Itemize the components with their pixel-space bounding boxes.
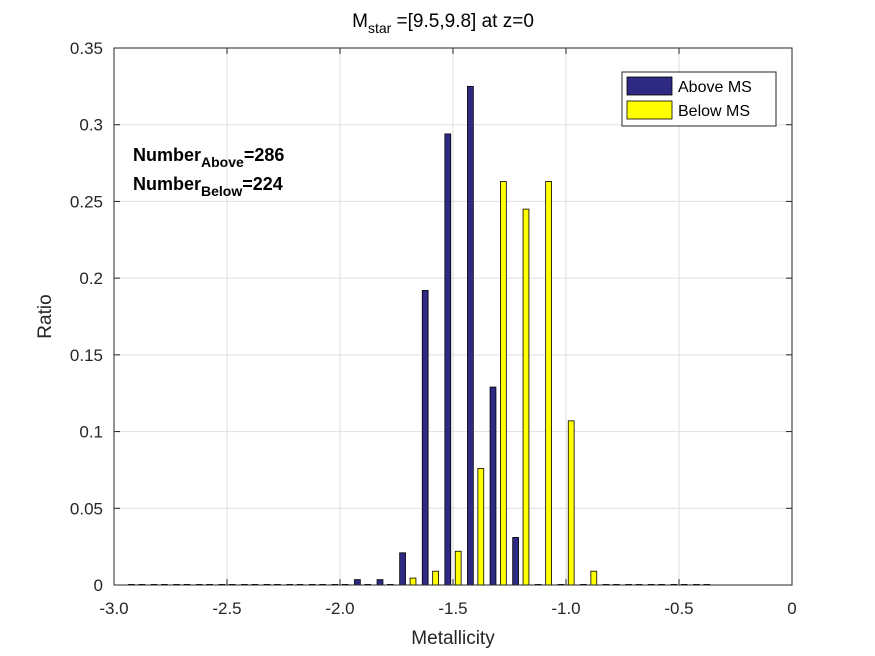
legend-label-below-ms: Below MS [678,103,750,120]
y-tick-label: 0.25 [70,192,103,211]
y-tick-label: 0.1 [79,423,103,442]
x-tick-label: -2.0 [325,599,354,618]
bar-above-ms [421,290,429,586]
ticks: -3.0 -2.5 -2.0 -1.5 -1.0 -0.5 0 0 0.05 0.1 0.15 0.2… [70,39,797,618]
y-axis-label: Ratio [35,294,56,338]
annotation-main: Number [133,145,201,165]
y-tick-label: 0.2 [79,269,103,288]
title-rest: =[9.5,9.8] at z=0 [391,11,534,32]
x-tick-label: -2.5 [212,599,241,618]
x-tick-label: 0 [787,599,796,618]
annotation-number-above: NumberAbove=286 [133,145,284,170]
x-axis-label: Metallicity [411,628,495,649]
bar-below-ms [477,467,485,586]
annotation-subscript: Above [201,154,244,170]
bar-below-ms [432,570,439,586]
bar-above-ms [489,386,497,586]
y-tick-label: 0.3 [79,116,103,135]
bars [128,85,711,586]
annotation-value: =224 [242,174,283,194]
bar-below-ms [567,420,575,586]
y-tick-label: 0.15 [70,346,103,365]
annotation-value: =286 [244,145,285,165]
bar-above-ms [444,133,452,586]
bar-above-ms [512,537,519,586]
bar-above-ms [354,579,361,586]
y-tick-label: 0.05 [70,499,103,518]
x-tick-label: -0.5 [664,599,693,618]
bar-below-ms [500,181,507,586]
legend-swatch-above-ms [626,76,673,96]
title-subscript: star [368,20,392,36]
legend-swatch-below-ms [626,100,673,120]
bar-below-ms [522,208,530,586]
bar-below-ms [454,550,462,586]
y-tick-label: 0 [94,576,103,595]
annotation-main: Number [133,174,201,194]
bar-below-ms [590,570,598,586]
legend: Above MS Below MS [621,71,777,127]
legend-label-above-ms: Above MS [678,79,752,96]
x-tick-label: -1.5 [438,599,467,618]
x-tick-label: -3.0 [99,599,128,618]
annotation-number-below: NumberBelow=224 [133,174,283,199]
x-tick-label: -1.0 [551,599,580,618]
y-tick-label: 0.35 [70,39,103,58]
bar-below-ms [545,181,552,586]
chart-title: Mstar =[9.5,9.8] at z=0 [352,11,534,36]
annotation-subscript: Below [201,183,242,199]
bar-above-ms [399,552,406,586]
bar-above-ms [467,85,474,586]
bar-above-ms [376,579,384,586]
annotations: NumberAbove=286 NumberBelow=224 [133,145,284,199]
title-main: M [352,11,368,32]
bar-below-ms [409,577,417,586]
